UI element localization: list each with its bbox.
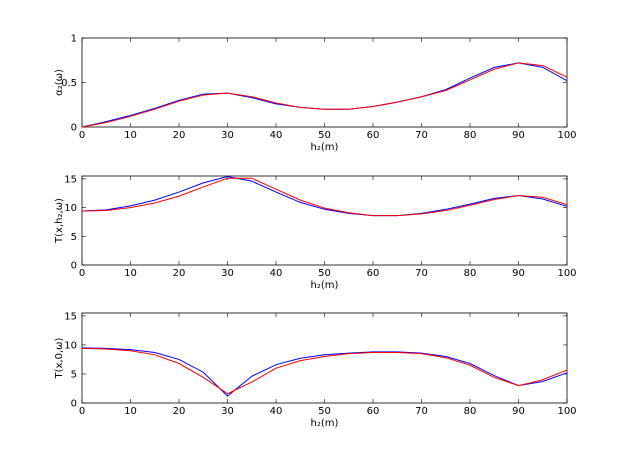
x-tick-label: 50 bbox=[318, 406, 331, 417]
x-tick-label: 30 bbox=[221, 130, 234, 141]
y-tick-label: 0.5 bbox=[61, 78, 77, 89]
x-tick-label: 20 bbox=[173, 130, 186, 141]
x-tick-label: 70 bbox=[415, 268, 428, 279]
x-tick-label: 40 bbox=[270, 130, 283, 141]
data-line bbox=[81, 62, 568, 128]
x-tick-label: 30 bbox=[221, 406, 234, 417]
x-tick-label: 100 bbox=[557, 406, 576, 417]
y-tick-label: 0 bbox=[71, 123, 77, 134]
x-tick-label: 90 bbox=[512, 268, 525, 279]
x-axis-label: h₂(m) bbox=[311, 280, 339, 291]
y-tick-label: 10 bbox=[64, 340, 77, 351]
x-axis-label: h₂(m) bbox=[311, 142, 339, 153]
x-tick-label: 50 bbox=[318, 268, 331, 279]
x-tick-label: 80 bbox=[464, 268, 477, 279]
plot-area bbox=[81, 175, 568, 266]
y-axis-label: α₂(ω) bbox=[54, 69, 65, 96]
y-tick-label: 0 bbox=[71, 399, 77, 410]
x-tick-label: 50 bbox=[318, 130, 331, 141]
y-tick-label: 10 bbox=[64, 203, 77, 214]
x-tick-label: 60 bbox=[367, 406, 380, 417]
plot-area bbox=[81, 312, 568, 404]
x-tick-label: 80 bbox=[464, 130, 477, 141]
x-tick-label: 80 bbox=[464, 406, 477, 417]
x-tick-label: 10 bbox=[124, 268, 137, 279]
x-tick-label: 30 bbox=[221, 268, 234, 279]
data-line bbox=[81, 347, 568, 395]
x-tick-label: 20 bbox=[173, 268, 186, 279]
y-axis-label: T(x,0,ω) bbox=[54, 337, 65, 379]
y-tick-label: 1 bbox=[71, 34, 77, 45]
x-tick-label: 70 bbox=[415, 130, 428, 141]
y-tick-label: 5 bbox=[71, 232, 77, 243]
x-tick-label: 0 bbox=[79, 406, 85, 417]
y-tick-label: 15 bbox=[64, 174, 77, 185]
y-axis-label: T(x,h₂,ω) bbox=[54, 198, 65, 244]
x-tick-label: 40 bbox=[270, 406, 283, 417]
x-tick-label: 100 bbox=[557, 268, 576, 279]
data-line bbox=[81, 177, 568, 217]
x-tick-label: 60 bbox=[367, 130, 380, 141]
x-tick-label: 60 bbox=[367, 268, 380, 279]
x-axis-label: h₂(m) bbox=[311, 418, 339, 429]
x-tick-label: 90 bbox=[512, 130, 525, 141]
x-tick-label: 90 bbox=[512, 406, 525, 417]
plot-area bbox=[81, 37, 568, 128]
x-tick-label: 40 bbox=[270, 268, 283, 279]
x-tick-label: 20 bbox=[173, 406, 186, 417]
x-tick-label: 100 bbox=[557, 130, 576, 141]
x-tick-label: 10 bbox=[124, 406, 137, 417]
y-tick-label: 5 bbox=[71, 369, 77, 380]
x-tick-label: 0 bbox=[79, 130, 85, 141]
data-line bbox=[81, 176, 568, 217]
x-tick-label: 10 bbox=[124, 130, 137, 141]
x-tick-label: 0 bbox=[79, 268, 85, 279]
data-line bbox=[81, 347, 568, 397]
y-tick-label: 0 bbox=[71, 261, 77, 272]
x-tick-label: 70 bbox=[415, 406, 428, 417]
y-tick-label: 15 bbox=[64, 311, 77, 322]
